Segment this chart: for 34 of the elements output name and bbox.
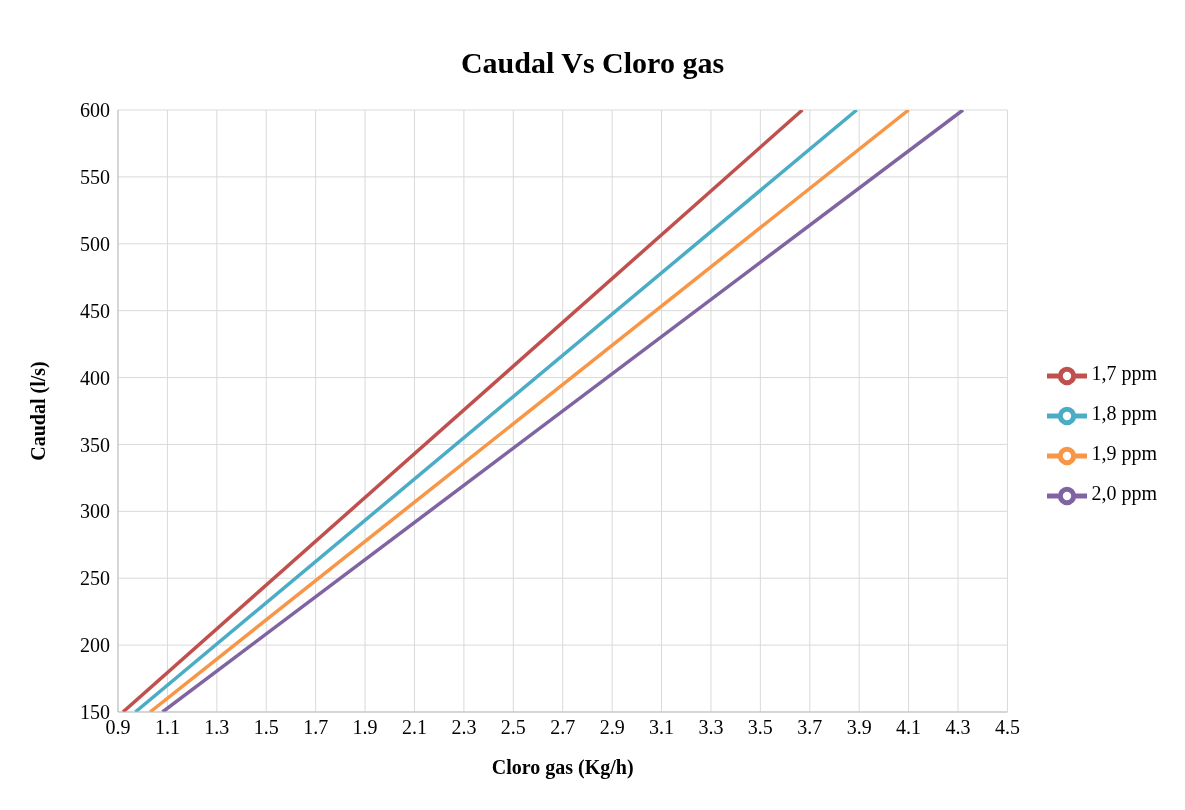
y-tick-label: 400: [80, 366, 110, 389]
y-tick-label: 350: [80, 433, 110, 456]
x-tick-label: 2.5: [500, 716, 526, 739]
x-tick-label: 3.1: [649, 716, 675, 739]
x-tick-label: 3.9: [846, 716, 872, 739]
x-tick-label: 1.9: [352, 716, 378, 739]
x-tick-label: 4.1: [896, 716, 922, 739]
x-tick-label: 4.5: [994, 716, 1020, 739]
x-tick-label: 1.1: [154, 716, 180, 739]
y-tick-label: 250: [80, 567, 110, 590]
y-tick-label: 600: [80, 99, 110, 122]
legend-label: 1,7 ppm: [1091, 361, 1157, 384]
y-tick-label: 200: [80, 634, 110, 657]
y-tick-label: 450: [80, 299, 110, 322]
y-axis-title: Caudal (l/s): [27, 361, 51, 461]
x-tick-label: 2.7: [550, 716, 576, 739]
x-tick-label: 2.9: [599, 716, 625, 739]
y-tick-label: 300: [80, 500, 110, 523]
x-tick-label: 1.3: [204, 716, 230, 739]
legend-label: 1,9 ppm: [1091, 441, 1157, 464]
y-tick-label: 550: [80, 165, 110, 188]
x-tick-label: 1.7: [303, 716, 329, 739]
x-tick-label: 3.3: [698, 716, 724, 739]
x-tick-label: 1.5: [253, 716, 279, 739]
legend-label: 2,0 ppm: [1091, 481, 1157, 504]
chart-title: Caudal Vs Cloro gas: [459, 45, 726, 79]
x-tick-label: 3.7: [797, 716, 823, 739]
x-tick-label: 3.5: [747, 716, 773, 739]
y-tick-label: 500: [80, 232, 110, 255]
x-tick-label: 4.3: [945, 716, 971, 739]
x-axis-title: Cloro gas (Kg/h): [491, 756, 634, 779]
x-tick-label: 2.3: [451, 716, 477, 739]
legend-label: 1,8 ppm: [1091, 401, 1157, 424]
x-tick-label: 2.1: [401, 716, 427, 739]
